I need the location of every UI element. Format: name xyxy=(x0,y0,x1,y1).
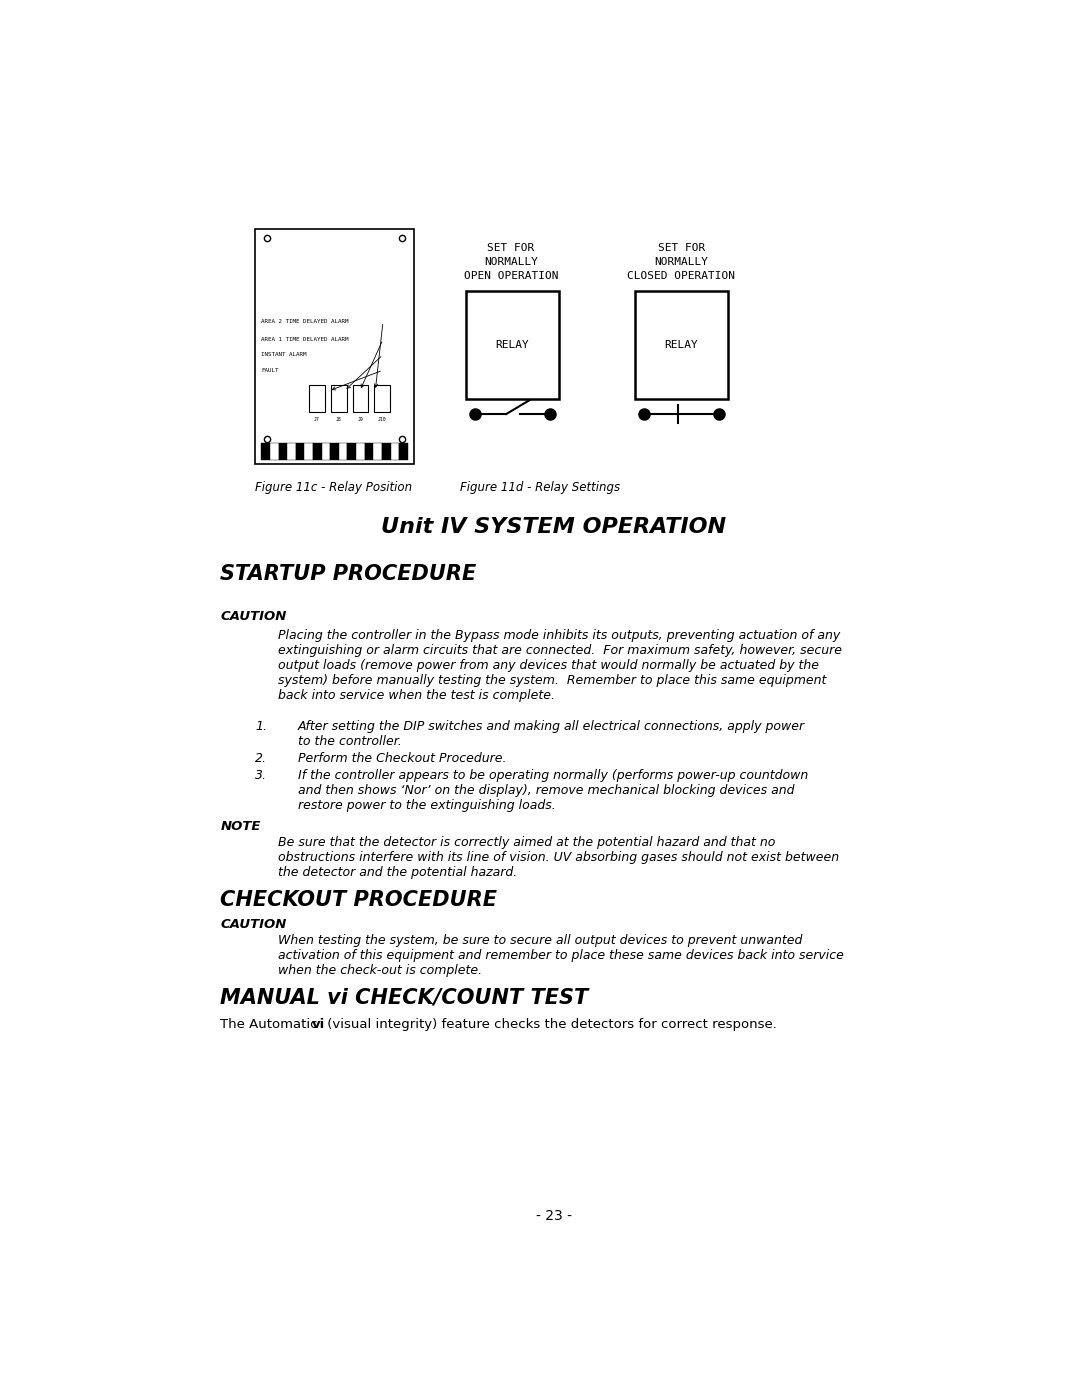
Bar xyxy=(296,443,305,460)
Text: CAUTION: CAUTION xyxy=(220,918,286,930)
Bar xyxy=(261,443,270,460)
Text: - 23 -: - 23 - xyxy=(536,1210,571,1224)
Bar xyxy=(400,443,408,460)
Bar xyxy=(339,443,348,460)
Bar xyxy=(313,443,322,460)
Text: STARTUP PROCEDURE: STARTUP PROCEDURE xyxy=(220,564,476,584)
Text: Figure 11c - Relay Position: Figure 11c - Relay Position xyxy=(255,481,413,493)
Text: NORMALLY: NORMALLY xyxy=(484,257,538,267)
Text: AREA 2 TIME DELAYED ALARM: AREA 2 TIME DELAYED ALARM xyxy=(261,319,349,324)
Bar xyxy=(332,384,347,412)
Text: MANUAL vi CHECK/COUNT TEST: MANUAL vi CHECK/COUNT TEST xyxy=(220,988,589,1007)
Text: 3.: 3. xyxy=(255,768,267,782)
Text: J9: J9 xyxy=(357,418,363,422)
Text: CAUTION: CAUTION xyxy=(220,610,286,623)
Text: restore power to the extinguishing loads.: restore power to the extinguishing loads… xyxy=(298,799,555,812)
Text: NOTE: NOTE xyxy=(220,820,260,833)
Text: obstructions interfere with its line of vision. UV absorbing gases should not ex: obstructions interfere with its line of … xyxy=(279,851,839,865)
Text: J7: J7 xyxy=(314,418,320,422)
Text: and then shows ‘Nor’ on the display), remove mechanical blocking devices and: and then shows ‘Nor’ on the display), re… xyxy=(298,784,794,796)
Text: CLOSED OPERATION: CLOSED OPERATION xyxy=(627,271,735,281)
Bar xyxy=(465,291,559,398)
Bar xyxy=(270,443,279,460)
Text: OPEN OPERATION: OPEN OPERATION xyxy=(463,271,558,281)
Text: activation of this equipment and remember to place these same devices back into : activation of this equipment and remembe… xyxy=(279,949,845,963)
Bar xyxy=(330,443,339,460)
Text: NORMALLY: NORMALLY xyxy=(654,257,708,267)
Text: when the check-out is complete.: when the check-out is complete. xyxy=(279,964,483,978)
Text: AREA 1 TIME DELAYED ALARM: AREA 1 TIME DELAYED ALARM xyxy=(261,337,349,342)
Bar xyxy=(365,443,374,460)
Text: to the controller.: to the controller. xyxy=(298,735,402,747)
Bar xyxy=(348,443,356,460)
Bar xyxy=(322,443,330,460)
Text: The Automatic: The Automatic xyxy=(220,1018,322,1031)
Text: vi: vi xyxy=(312,1018,325,1031)
Text: 2.: 2. xyxy=(255,752,267,764)
Text: J10: J10 xyxy=(378,418,387,422)
Bar xyxy=(255,229,414,464)
Text: back into service when the test is complete.: back into service when the test is compl… xyxy=(279,689,555,703)
Text: FAULT: FAULT xyxy=(261,367,279,373)
Text: (visual integrity) feature checks the detectors for correct response.: (visual integrity) feature checks the de… xyxy=(323,1018,777,1031)
Bar xyxy=(391,443,400,460)
Text: RELAY: RELAY xyxy=(664,339,699,349)
Text: Unit IV SYSTEM OPERATION: Unit IV SYSTEM OPERATION xyxy=(381,517,726,538)
Text: Placing the controller in the Bypass mode inhibits its outputs, preventing actua: Placing the controller in the Bypass mod… xyxy=(279,629,840,643)
Text: system) before manually testing the system.  Remember to place this same equipme: system) before manually testing the syst… xyxy=(279,675,827,687)
Bar xyxy=(374,443,382,460)
Text: SET FOR: SET FOR xyxy=(487,243,535,253)
Text: 1.: 1. xyxy=(255,719,267,733)
Bar xyxy=(356,443,365,460)
Text: Figure 11d - Relay Settings: Figure 11d - Relay Settings xyxy=(460,481,621,493)
Bar xyxy=(353,384,368,412)
Bar xyxy=(279,443,287,460)
Text: extinguishing or alarm circuits that are connected.  For maximum safety, however: extinguishing or alarm circuits that are… xyxy=(279,644,842,658)
Text: output loads (remove power from any devices that would normally be actuated by t: output loads (remove power from any devi… xyxy=(279,659,820,672)
Bar xyxy=(287,443,296,460)
Text: the detector and the potential hazard.: the detector and the potential hazard. xyxy=(279,866,517,880)
Text: CHECKOUT PROCEDURE: CHECKOUT PROCEDURE xyxy=(220,890,497,909)
Text: INSTANT ALARM: INSTANT ALARM xyxy=(261,352,307,358)
Bar xyxy=(635,291,728,398)
Text: Perform the Checkout Procedure.: Perform the Checkout Procedure. xyxy=(298,752,507,764)
Bar xyxy=(382,443,391,460)
Text: After setting the DIP switches and making all electrical connections, apply powe: After setting the DIP switches and makin… xyxy=(298,719,805,733)
Text: If the controller appears to be operating normally (performs power-up countdown: If the controller appears to be operatin… xyxy=(298,768,808,782)
Text: J8: J8 xyxy=(336,418,341,422)
Text: Be sure that the detector is correctly aimed at the potential hazard and that no: Be sure that the detector is correctly a… xyxy=(279,837,775,849)
Text: When testing the system, be sure to secure all output devices to prevent unwante: When testing the system, be sure to secu… xyxy=(279,935,802,947)
Text: SET FOR: SET FOR xyxy=(658,243,705,253)
Bar xyxy=(375,384,390,412)
Bar xyxy=(305,443,313,460)
Text: RELAY: RELAY xyxy=(496,339,529,349)
Bar xyxy=(309,384,325,412)
